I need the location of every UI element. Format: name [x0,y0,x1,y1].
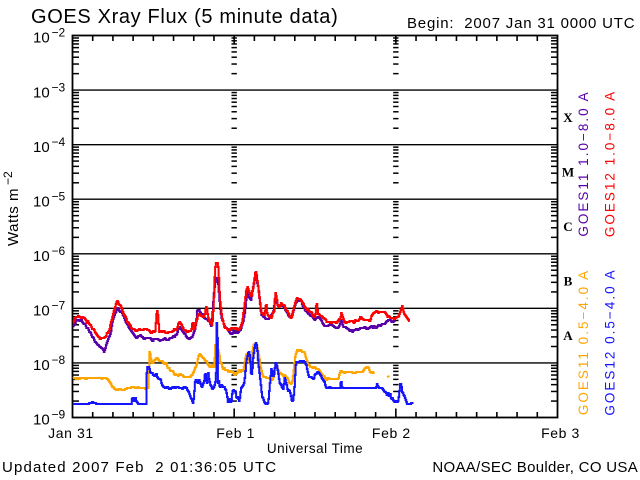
svg-text:−5: −5 [52,189,66,203]
svg-text:GOES11 0.5−4.0 A: GOES11 0.5−4.0 A [576,269,591,415]
svg-text:Feb 3: Feb 3 [541,425,580,441]
svg-text:10: 10 [33,303,50,320]
svg-text:Updated 2007 Feb 2 01:36:05 U: Updated 2007 Feb 2 01:36:05 UTC [2,459,277,476]
svg-text:10: 10 [33,193,50,210]
svg-text:10: 10 [33,248,50,265]
svg-text:Watts m: Watts m [5,188,22,246]
svg-text:10: 10 [33,357,50,374]
svg-text:C: C [563,219,572,234]
svg-text:Feb 2: Feb 2 [372,425,411,441]
svg-text:GOES12 0.5−4.0 A: GOES12 0.5−4.0 A [603,268,618,415]
svg-text:−2: −2 [1,171,15,185]
svg-text:−7: −7 [52,299,66,313]
svg-text:−3: −3 [52,80,66,94]
svg-text:Begin: 2007 Jan 31 0000 UTC: Begin: 2007 Jan 31 0000 UTC [407,15,635,32]
svg-text:−4: −4 [52,135,66,149]
svg-text:Feb 1: Feb 1 [216,425,255,441]
svg-text:NOAA/SEC Boulder, CO USA: NOAA/SEC Boulder, CO USA [432,459,638,476]
svg-text:10: 10 [33,139,50,156]
svg-text:10: 10 [33,84,50,101]
svg-text:A: A [563,328,573,343]
svg-text:10: 10 [33,412,50,429]
svg-text:−8: −8 [52,353,66,367]
svg-text:B: B [564,274,573,289]
svg-text:−6: −6 [52,244,66,258]
svg-text:GOES Xray Flux (5 minute data): GOES Xray Flux (5 minute data) [31,6,338,28]
svg-text:−9: −9 [52,408,66,422]
svg-text:GOES12 1.0−8.0 A: GOES12 1.0−8.0 A [603,90,618,237]
svg-text:10: 10 [33,30,50,47]
svg-text:M: M [562,164,574,179]
svg-text:GOES11 1.0−8.0 A: GOES11 1.0−8.0 A [576,90,591,236]
svg-text:Universal Time: Universal Time [267,441,363,456]
svg-text:X: X [563,110,573,125]
svg-text:Jan 31: Jan 31 [48,425,94,441]
svg-text:−2: −2 [52,26,66,40]
